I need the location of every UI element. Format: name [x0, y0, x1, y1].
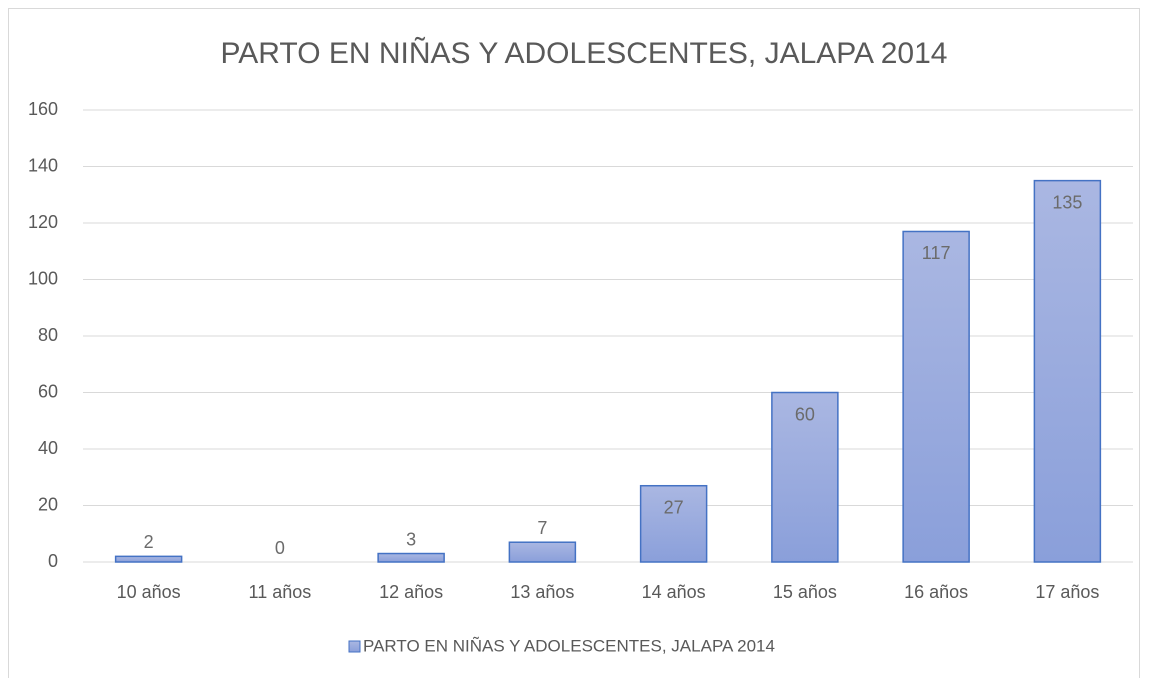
x-tick-label: 13 años: [510, 582, 574, 602]
x-tick-label: 16 años: [904, 582, 968, 602]
bar: [902, 230, 970, 563]
bar: [114, 555, 183, 563]
x-tick-label: 10 años: [117, 582, 181, 602]
y-tick-label: 20: [38, 494, 58, 514]
x-tick-label: 12 años: [379, 582, 443, 602]
bar: [1033, 179, 1102, 563]
data-label: 0: [275, 538, 285, 558]
legend-label: PARTO EN NIÑAS Y ADOLESCENTES, JALAPA 20…: [363, 636, 775, 655]
data-label: 3: [406, 529, 416, 549]
legend-swatch: [348, 640, 361, 653]
y-tick-label: 160: [28, 99, 58, 119]
data-label: 117: [922, 243, 951, 263]
y-tick-label: 100: [28, 268, 58, 288]
data-label: 27: [664, 497, 684, 517]
bar: [639, 484, 708, 563]
x-tick-label: 11 años: [249, 582, 312, 602]
data-label: 135: [1052, 192, 1082, 212]
y-tick-label: 80: [38, 325, 58, 345]
bar: [508, 541, 577, 563]
bar: [377, 552, 445, 563]
chart-title: PARTO EN NIÑAS Y ADOLESCENTES, JALAPA 20…: [221, 36, 948, 70]
x-tick-label: 17 años: [1035, 582, 1099, 602]
bar: [771, 391, 839, 563]
data-label: 2: [144, 532, 154, 552]
y-tick-label: 120: [28, 212, 58, 232]
y-tick-label: 140: [28, 155, 58, 175]
data-label: 7: [537, 518, 547, 538]
y-tick-label: 60: [38, 381, 58, 401]
x-tick-label: 14 años: [642, 582, 706, 602]
data-label: 60: [795, 404, 815, 424]
x-tick-label: 15 años: [773, 582, 837, 602]
y-tick-label: 40: [38, 438, 58, 458]
y-tick-label: 0: [48, 551, 58, 571]
